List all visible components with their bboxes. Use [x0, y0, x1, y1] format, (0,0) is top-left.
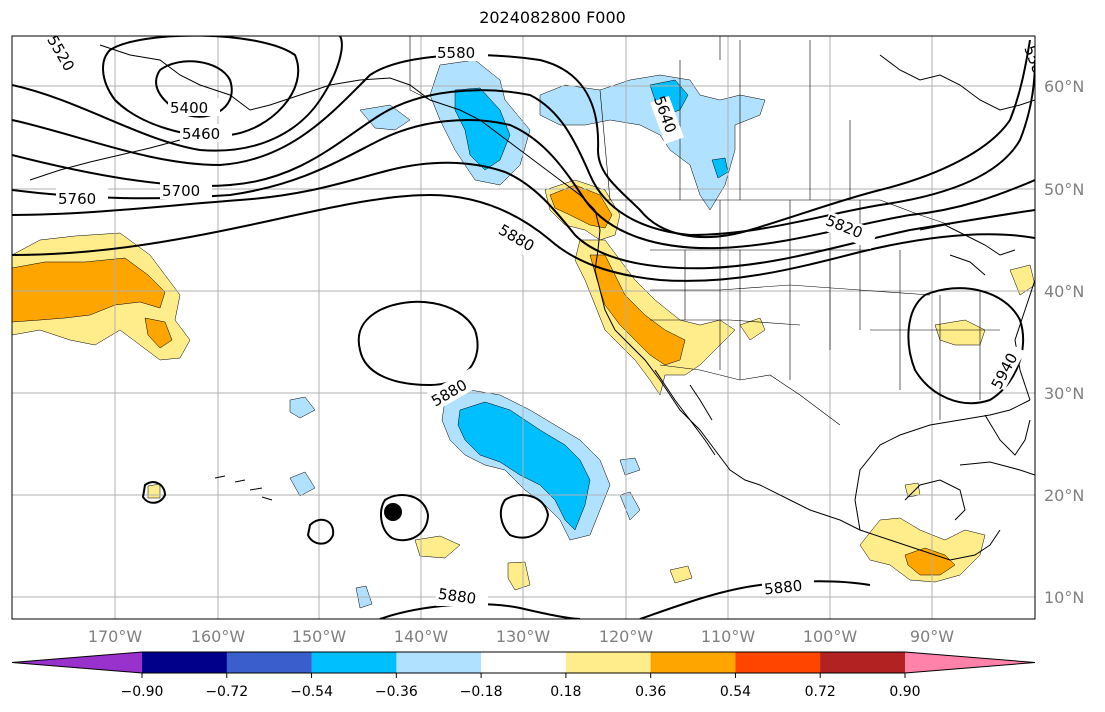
border-us-mexico	[659, 364, 841, 426]
page-title: 2024082800 F000	[479, 8, 626, 27]
lat-label-20n: 20°N	[1044, 486, 1084, 505]
contour-5460	[102, 36, 300, 137]
contour-small-1	[141, 481, 167, 504]
contour-5640	[12, 59, 1035, 237]
coast-mexico	[759, 484, 1001, 561]
contour-label-5760: 5760	[58, 190, 96, 208]
contour-5880-ring	[357, 300, 479, 387]
latitude-labels: 60°N 50°N 40°N 30°N 20°N 10°N	[1044, 77, 1084, 607]
contour-5760	[12, 161, 1035, 270]
hawaii	[214, 475, 273, 501]
lon-label-150w: 150°W	[292, 627, 347, 646]
colorbar-tick-label: −0.18	[460, 684, 503, 700]
colorbar-tick-label: −0.72	[205, 684, 248, 700]
shade-ne-yellow	[1009, 264, 1035, 296]
colorbar-tick-label: −0.36	[375, 684, 418, 700]
colorbar-tick-label: 0.18	[550, 684, 581, 700]
contour-5880-south	[379, 580, 871, 619]
colorbar-segment	[396, 652, 482, 673]
colorbar-segment	[735, 652, 821, 673]
shade-tropical-yellow-3	[669, 565, 693, 584]
shade-canada-lightblue	[539, 74, 766, 211]
coast-alaska	[99, 44, 596, 211]
shade-tropical-yellow-1	[414, 535, 461, 559]
shade-tropical-yellow-4	[147, 483, 161, 499]
colorbar-extend-max	[905, 652, 1035, 673]
contour-5700	[12, 119, 1035, 250]
coast-gulf	[854, 399, 1031, 531]
colorbar-tick-label: 0.72	[805, 684, 836, 700]
contour-5520	[12, 36, 343, 152]
contour-small-2	[306, 518, 335, 545]
coast-yucatan	[904, 479, 966, 521]
contour-5880-east	[907, 287, 1025, 405]
coast-baja	[654, 369, 716, 456]
political-borders	[409, 36, 1000, 426]
colorbar-tick-label: 0.36	[635, 684, 666, 700]
shade-small-blue-3	[619, 457, 641, 476]
lon-label-100w: 100°W	[803, 627, 858, 646]
lat-label-10n: 10°N	[1044, 588, 1084, 607]
colorbar-tick-label: 0.90	[889, 684, 920, 700]
shade-subtropical-blue	[457, 401, 591, 531]
coast-hudson	[879, 54, 1035, 111]
longitude-labels: 170°W 160°W 150°W 140°W 130°W 120°W 110°…	[88, 627, 954, 646]
height-contours	[12, 36, 1035, 619]
lat-label-30n: 30°N	[1044, 384, 1084, 403]
contour-label-5700: 5700	[162, 182, 200, 200]
contour-label-5460: 5460	[182, 125, 220, 143]
colorbar-tick-label: −0.90	[121, 684, 164, 700]
contour-5400	[155, 60, 233, 118]
coast-east	[1014, 279, 1035, 401]
contour-small-3	[379, 494, 430, 542]
shade-small-blue-4	[619, 491, 641, 521]
colorbar-segment	[565, 652, 652, 673]
contour-label-5880-c: 5880	[437, 585, 477, 608]
contour-5580	[12, 39, 1031, 239]
colorbar-segment	[650, 652, 736, 673]
lon-label-140w: 140°W	[394, 627, 449, 646]
lon-label-130w: 130°W	[496, 627, 551, 646]
lon-label-110w: 110°W	[701, 627, 756, 646]
shading-layer	[12, 59, 1035, 609]
colorbar-extend-min	[12, 652, 142, 673]
colorbar-tick-label: 0.54	[720, 684, 751, 700]
coast-florida	[984, 414, 1031, 456]
contour-label-5880-d: 5880	[763, 577, 803, 599]
lon-label-90w: 90°W	[910, 627, 954, 646]
colorbar-segment	[820, 652, 906, 673]
coast-west-us	[594, 209, 761, 486]
contour-labels: 5520 5580 5400 5460 5640 5700 5760 5820 …	[40, 36, 1035, 608]
shade-sw-yellow	[739, 317, 766, 341]
shade-west-pacific-orange	[12, 257, 166, 323]
lon-label-120w: 120°W	[599, 627, 654, 646]
lon-label-170w: 170°W	[88, 627, 143, 646]
colorbar: −0.90 −0.72 −0.54 −0.36 −0.18 0.18 0.36 0.54 0.7…	[11, 651, 1036, 700]
contour-label-5400: 5400	[170, 99, 208, 117]
map-frame	[11, 35, 1036, 620]
colorbar-segment	[481, 652, 567, 673]
shade-california-orange	[589, 254, 686, 366]
lat-label-40n: 40°N	[1044, 282, 1084, 301]
colorbar-segment	[311, 652, 397, 673]
coast-cuba	[959, 461, 1035, 476]
shade-central-america-orange	[904, 547, 956, 576]
storm-marker	[384, 503, 402, 521]
contour-small-4	[499, 494, 550, 539]
contour-label-5580: 5580	[437, 44, 475, 62]
colorbar-tick-label: −0.54	[290, 684, 333, 700]
shade-small-blue-2	[289, 471, 316, 497]
colorbar-segment	[226, 652, 313, 673]
border-us-canada	[605, 199, 951, 226]
shade-west-pacific-orange-2	[144, 317, 173, 349]
lon-label-160w: 160°W	[191, 627, 246, 646]
shade-small-blue-1	[289, 396, 316, 419]
border-states	[650, 200, 1000, 420]
shade-alaska-lightblue	[359, 104, 411, 131]
colorbar-segment	[142, 652, 228, 673]
lat-label-60n: 60°N	[1044, 77, 1084, 96]
contour-5820	[12, 193, 1035, 282]
lat-label-50n: 50°N	[1044, 180, 1084, 199]
